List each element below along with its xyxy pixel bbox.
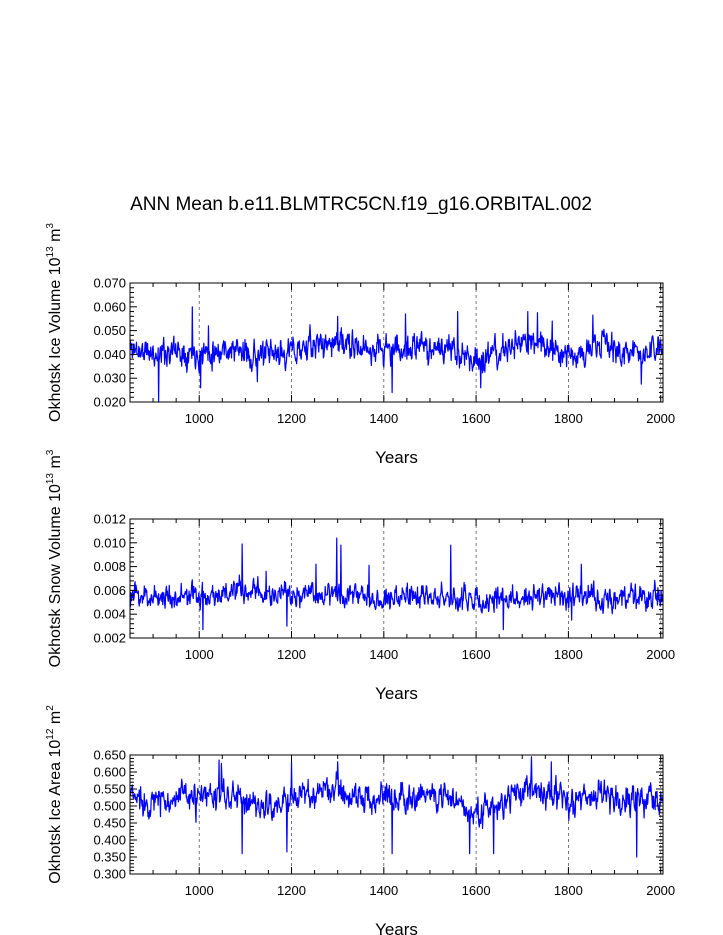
panels-group: 1000 1200 1400 1600 1800 2000 0.020 0.030 0.040 0… bbox=[45, 223, 675, 935]
y-axis-label-exponent: 3 bbox=[45, 223, 56, 229]
y-axis-label: Okhotsk Ice Volume 1013 m3 bbox=[45, 223, 64, 422]
y-tick-label: 0.450 bbox=[93, 816, 126, 831]
x-tick-label: 1200 bbox=[277, 883, 306, 898]
y-tick-label: 0.500 bbox=[93, 799, 126, 814]
panel-1: 1000 1200 1400 1600 1800 2000 0.020 0.030 0.040 0… bbox=[45, 223, 675, 467]
y-axis-label-exponent: 12 bbox=[45, 728, 56, 740]
y-axis-label-text: m bbox=[47, 711, 64, 729]
x-axis-label: Years bbox=[375, 920, 418, 935]
panel-2: 1000 1200 1400 1600 1800 2000 0.002 0.004 0.006 0… bbox=[45, 449, 675, 703]
y-axis-label-text: m bbox=[47, 455, 64, 473]
x-tick-label: 2000 bbox=[646, 883, 675, 898]
y-tick-label: 0.060 bbox=[93, 299, 126, 314]
x-tick-label: 1800 bbox=[554, 411, 583, 426]
y-tick-label: 0.008 bbox=[93, 559, 126, 574]
y-tick-label: 0.030 bbox=[93, 371, 126, 386]
plot-frame bbox=[129, 754, 664, 875]
chart-title: ANN Mean b.e11.BLMTRC5CN.f19_g16.ORBITAL… bbox=[130, 194, 592, 215]
x-tick-label: 2000 bbox=[646, 411, 675, 426]
x-tick-label: 2000 bbox=[646, 647, 675, 662]
x-tick-label: 1600 bbox=[462, 883, 491, 898]
x-tick-label: 1800 bbox=[554, 883, 583, 898]
plot-frame bbox=[129, 518, 664, 639]
y-tick-label: 0.010 bbox=[93, 535, 126, 550]
y-axis-label-exponent: 3 bbox=[45, 449, 56, 455]
x-tick-label: 1400 bbox=[369, 883, 398, 898]
plot-frame bbox=[129, 282, 664, 403]
y-tick-label: 0.002 bbox=[93, 631, 126, 646]
y-axis-label-exponent: 2 bbox=[45, 705, 56, 711]
x-tick-label: 1600 bbox=[462, 411, 491, 426]
series-line-okhotsk-ice-volume bbox=[129, 306, 664, 403]
x-axis-label: Years bbox=[375, 684, 418, 703]
series-line-okhotsk-ice-area bbox=[129, 756, 664, 858]
x-tick-label: 1400 bbox=[369, 411, 398, 426]
y-axis-label-text: Okhotsk Ice Volume 10 bbox=[47, 257, 64, 422]
y-tick-label: 0.650 bbox=[93, 748, 126, 763]
series-line-okhotsk-snow-volume bbox=[129, 537, 664, 631]
x-tick-label: 1600 bbox=[462, 647, 491, 662]
x-axis-label: Years bbox=[375, 448, 418, 467]
y-axis-label-exponent: 13 bbox=[45, 473, 56, 485]
x-tick-label: 1400 bbox=[369, 647, 398, 662]
y-axis-label-text: m bbox=[47, 229, 64, 247]
y-tick-label: 0.550 bbox=[93, 782, 126, 797]
y-tick-label: 0.070 bbox=[93, 276, 126, 291]
x-tick-label: 1800 bbox=[554, 647, 583, 662]
y-axis-label-text: Okhotsk Ice Area 10 bbox=[47, 740, 64, 884]
y-tick-label: 0.350 bbox=[93, 850, 126, 865]
x-tick-label: 1000 bbox=[185, 883, 214, 898]
y-tick-label: 0.300 bbox=[93, 867, 126, 882]
y-tick-label: 0.020 bbox=[93, 395, 126, 410]
y-tick-label: 0.006 bbox=[93, 583, 126, 598]
x-tick-label: 1200 bbox=[277, 647, 306, 662]
y-tick-label: 0.050 bbox=[93, 323, 126, 338]
y-tick-label: 0.600 bbox=[93, 765, 126, 780]
panel-3: 1000 1200 1400 1600 1800 2000 0.300 0.350 0.400 0… bbox=[45, 705, 675, 935]
x-tick-label: 1200 bbox=[277, 411, 306, 426]
y-axis-label: Okhotsk Snow Volume 1013 m3 bbox=[45, 449, 64, 667]
y-tick-label: 0.040 bbox=[93, 347, 126, 362]
y-tick-label: 0.400 bbox=[93, 833, 126, 848]
y-tick-label: 0.012 bbox=[93, 512, 126, 527]
y-tick-label: 0.004 bbox=[93, 607, 126, 622]
y-axis-label: Okhotsk Ice Area 1012 m2 bbox=[45, 705, 64, 884]
x-tick-label: 1000 bbox=[185, 411, 214, 426]
y-axis-label-text: Okhotsk Snow Volume 10 bbox=[47, 484, 64, 667]
y-axis-label-exponent: 13 bbox=[45, 246, 56, 258]
x-tick-label: 1000 bbox=[185, 647, 214, 662]
